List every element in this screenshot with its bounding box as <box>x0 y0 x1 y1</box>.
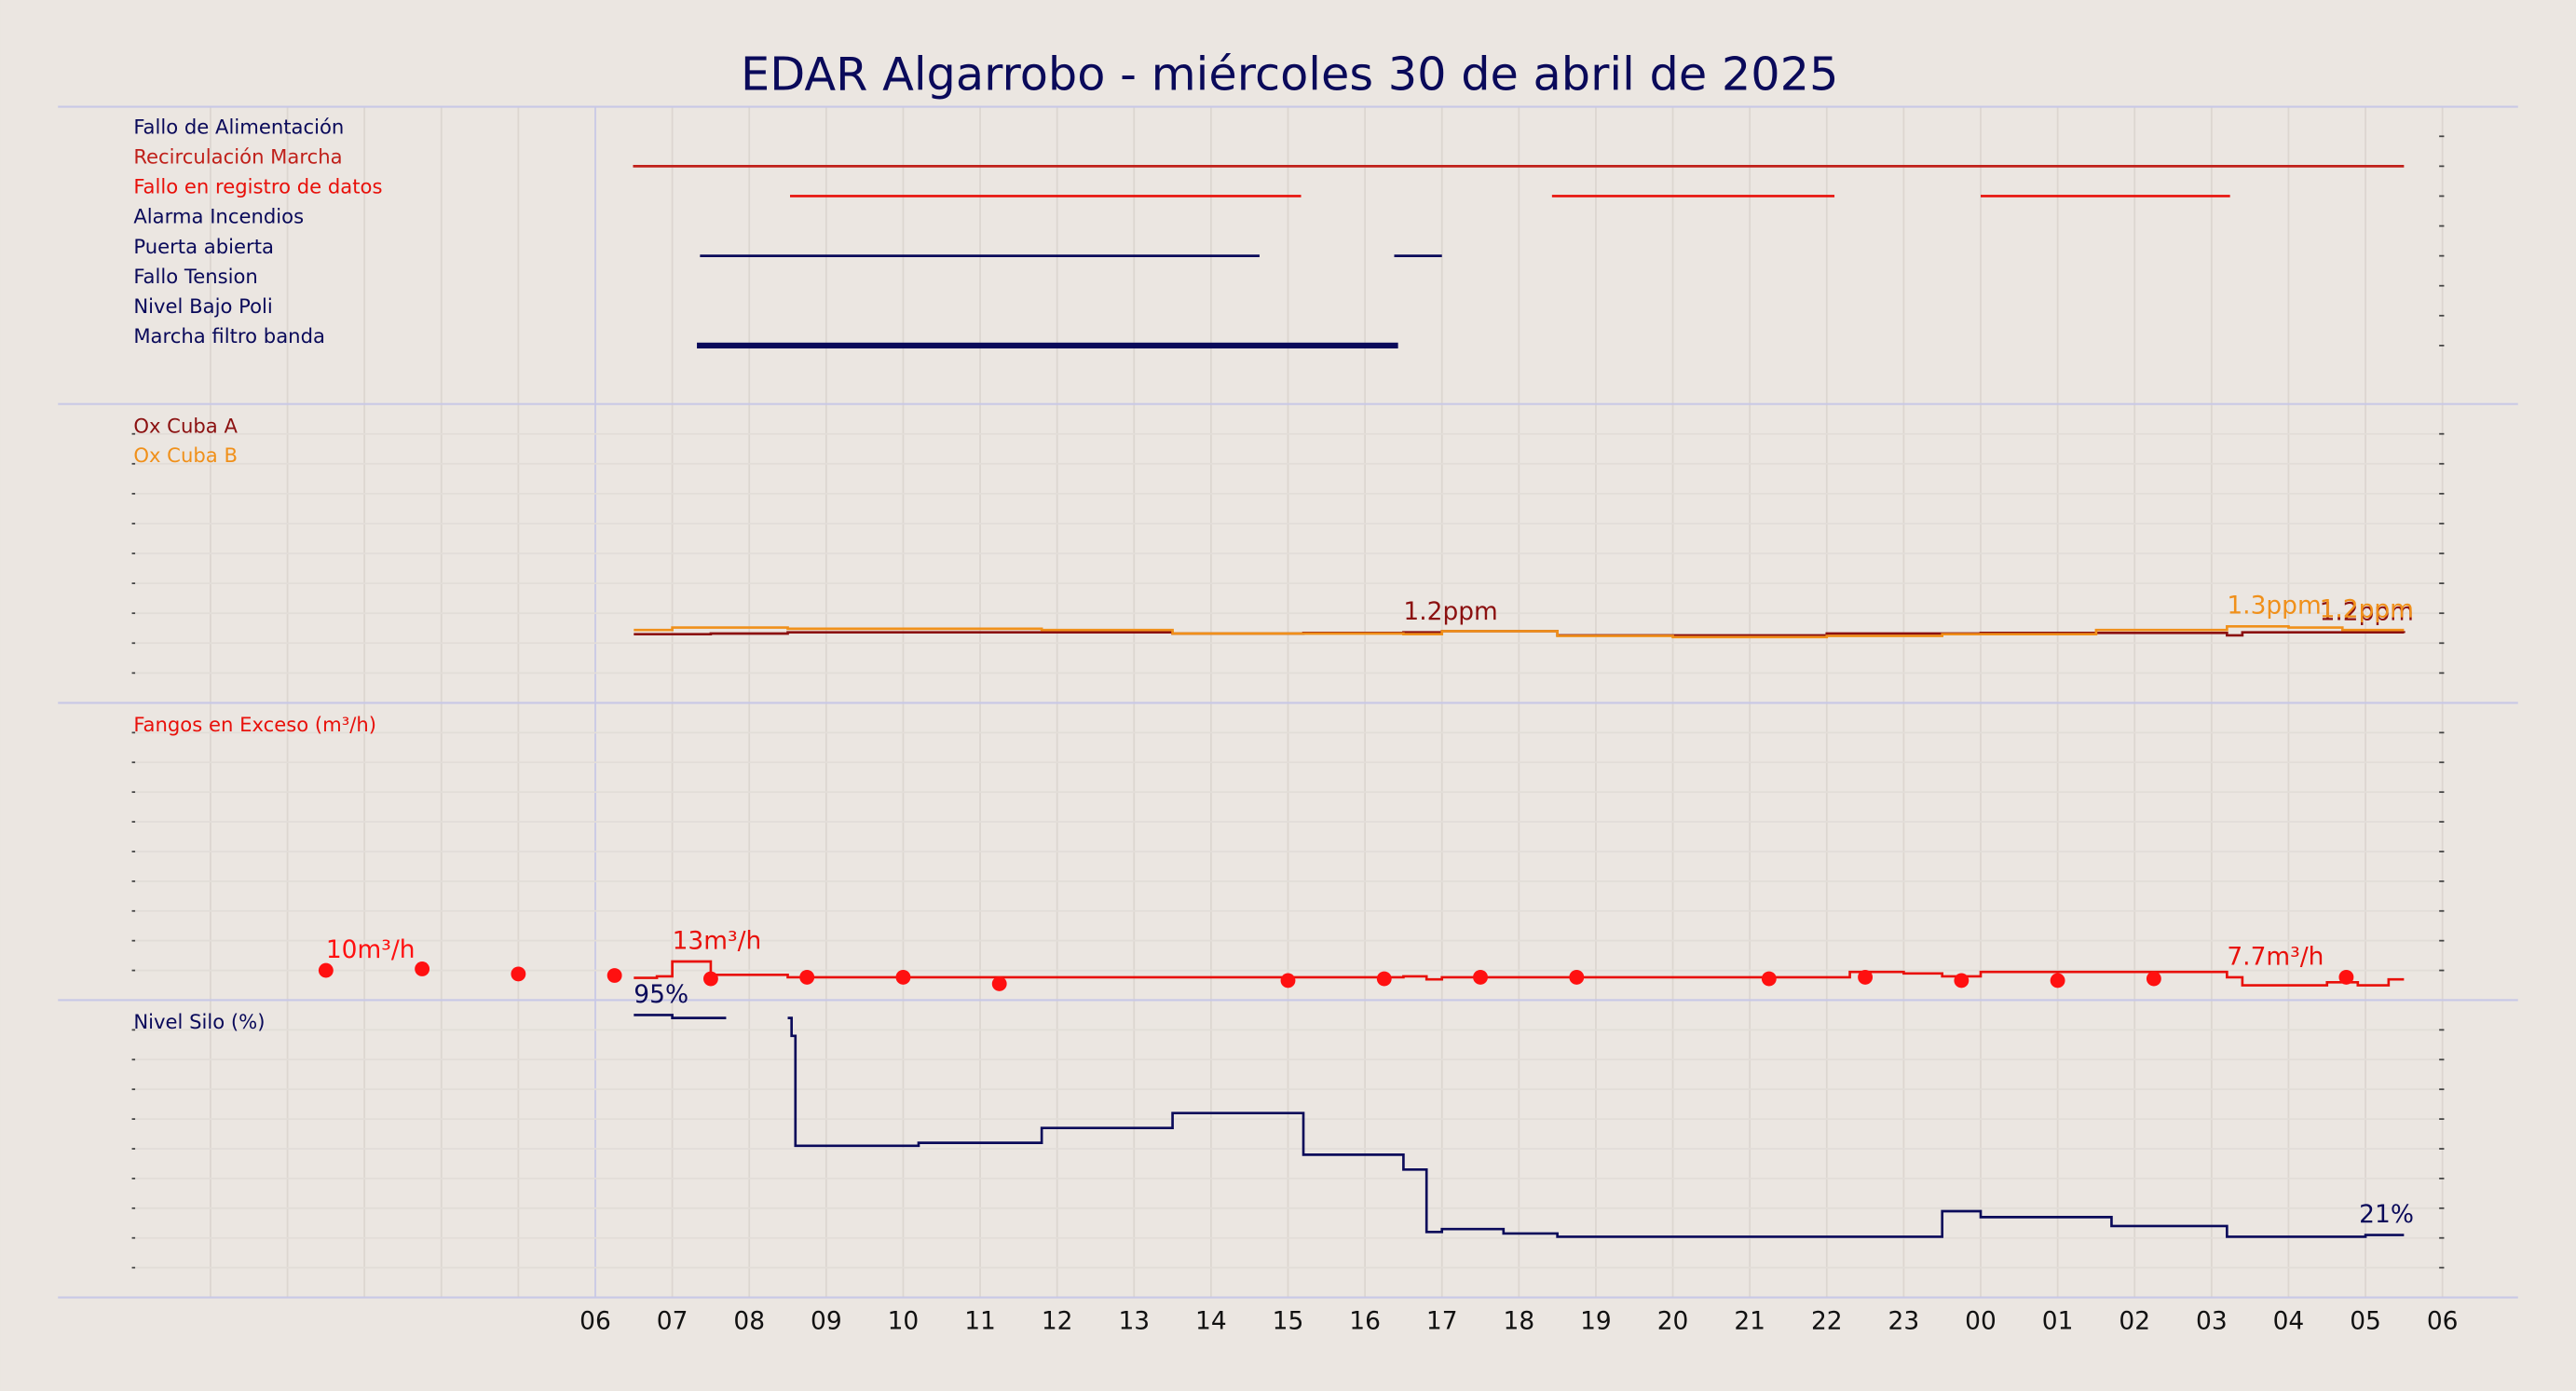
data-point <box>1473 969 1488 985</box>
data-label: 1.2ppm <box>2320 595 2414 624</box>
series-line <box>634 1014 2405 1238</box>
data-label: 1.2ppm <box>1403 597 1497 626</box>
x-tick-label: 18 <box>1504 1306 1535 1335</box>
data-label: 21% <box>2359 1200 2414 1229</box>
data-point <box>2050 973 2065 989</box>
data-label: 1.2ppm <box>2320 598 2414 627</box>
x-tick-label: 19 <box>1580 1306 1612 1335</box>
data-label: 95% <box>634 980 688 1009</box>
x-tick-label: 11 <box>964 1306 996 1335</box>
data-point <box>1858 969 1874 985</box>
row-label: Alarma Incendios <box>133 205 304 228</box>
x-tick-label: 05 <box>2350 1306 2381 1335</box>
data-point <box>415 961 430 976</box>
data-point <box>1569 969 1585 985</box>
row-label: Fallo de Alimentación <box>133 115 344 138</box>
data-point <box>895 969 911 985</box>
x-tick-label: 13 <box>1118 1306 1150 1335</box>
x-tick-label: 12 <box>1042 1306 1073 1335</box>
data-point <box>318 962 334 978</box>
data-label: 1.3ppm <box>2227 592 2321 620</box>
chart-title: EDAR Algarrobo - miércoles 30 de abril d… <box>741 47 1838 101</box>
legend-label: Nivel Silo (%) <box>133 1010 265 1033</box>
x-tick-label: 01 <box>2042 1306 2074 1335</box>
x-tick-label: 07 <box>657 1306 688 1335</box>
legend-label: Ox Cuba A <box>133 414 238 437</box>
x-tick-label: 22 <box>1811 1306 1843 1335</box>
data-point <box>991 975 1007 991</box>
row-label: Nivel Bajo Poli <box>133 294 272 318</box>
legend-label: Fangos en Exceso (m³/h) <box>133 713 376 736</box>
x-tick-label: 09 <box>811 1306 842 1335</box>
series-line <box>634 624 2405 639</box>
x-tick-label: 16 <box>1349 1306 1381 1335</box>
x-tick-label: 10 <box>888 1306 920 1335</box>
x-tick-label: 21 <box>1734 1306 1765 1335</box>
data-point <box>702 971 718 987</box>
data-point <box>2146 971 2161 987</box>
data-point <box>2338 969 2354 985</box>
data-point <box>799 969 815 985</box>
legend-label: Ox Cuba B <box>133 443 238 467</box>
row-label: Fallo en registro de datos <box>133 175 382 198</box>
row-label: Puerta abierta <box>133 235 274 258</box>
x-tick-label: 03 <box>2196 1306 2228 1335</box>
data-point <box>1376 971 1392 987</box>
row-label: Fallo Tension <box>133 265 258 288</box>
x-tick-label: 14 <box>1195 1306 1227 1335</box>
x-tick-label: 02 <box>2119 1306 2150 1335</box>
row-label: Marcha filtro banda <box>133 324 325 348</box>
x-tick-label: 00 <box>1965 1306 1997 1335</box>
data-point <box>1280 973 1296 989</box>
x-tick-label: 23 <box>1888 1306 1920 1335</box>
x-tick-label: 08 <box>733 1306 765 1335</box>
x-tick-label: 04 <box>2273 1306 2305 1335</box>
x-tick-label: 17 <box>1426 1306 1458 1335</box>
x-tick-label: 06 <box>579 1306 611 1335</box>
data-label: 10m³/h <box>326 935 416 964</box>
data-label: 13m³/h <box>673 926 762 955</box>
data-point <box>1761 971 1777 987</box>
data-point <box>1954 973 1969 989</box>
data-label: 7.7m³/h <box>2227 942 2324 971</box>
x-tick-label: 15 <box>1273 1306 1304 1335</box>
x-tick-label: 20 <box>1657 1306 1689 1335</box>
row-label: Recirculación Marcha <box>133 145 342 169</box>
data-point <box>607 968 622 983</box>
x-tick-label: 06 <box>2427 1306 2459 1335</box>
data-point <box>511 966 526 982</box>
